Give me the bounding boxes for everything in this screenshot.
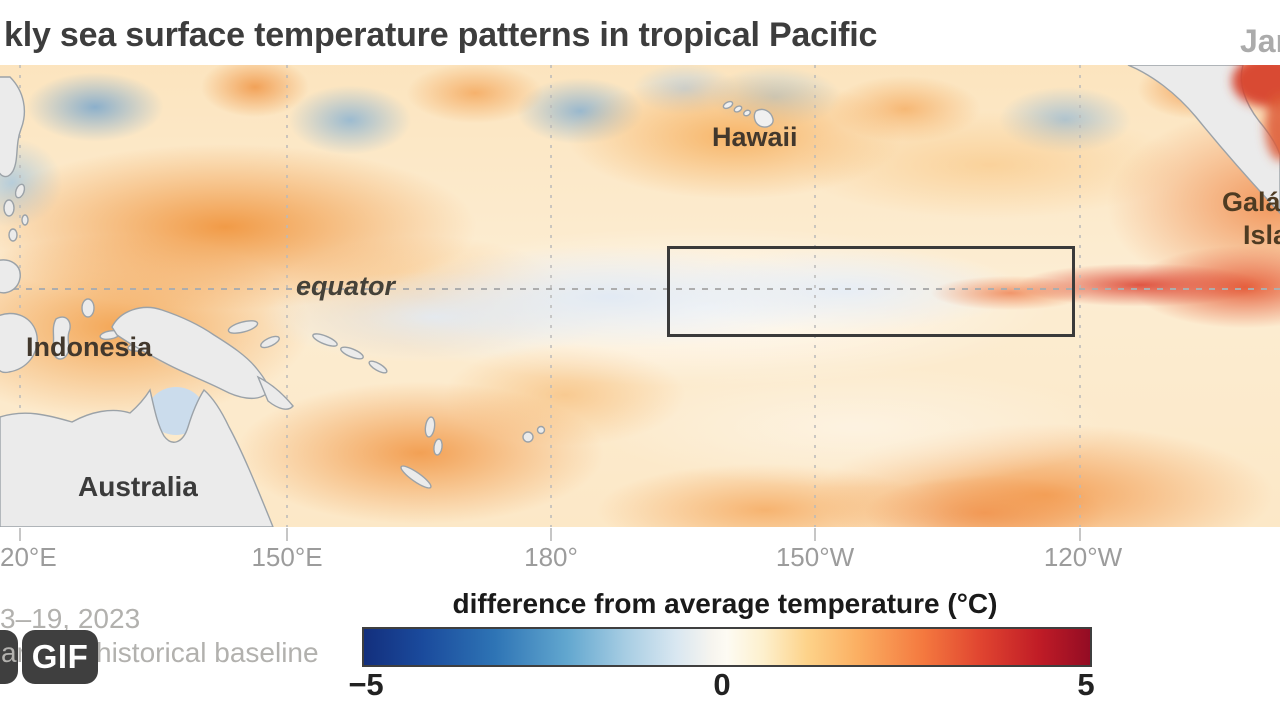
page-title: kly sea surface temperature patterns in …	[4, 16, 878, 54]
gridline-150w	[814, 65, 816, 527]
label-galapagos-line1: Galápagos	[1222, 187, 1280, 217]
gridline-180	[550, 65, 552, 527]
label-australia: Australia	[78, 471, 198, 502]
tick-label-120e: 20°E	[0, 542, 57, 572]
clipped-badge	[0, 630, 18, 684]
tick-150w	[814, 528, 816, 541]
gif-badge-label: GIF	[31, 638, 89, 675]
label-galapagos: Galápagos Islands	[1222, 186, 1280, 252]
colorbar-title: difference from average temperature (°C)	[452, 588, 998, 619]
nino34-region-outline	[667, 246, 1075, 337]
caption-baseline: historical baseline	[96, 637, 319, 668]
label-equator: equator	[296, 271, 396, 301]
colorbar-min-label: −5	[348, 667, 384, 702]
landmass-layer	[0, 65, 1280, 527]
tick-label-180: 180°	[524, 542, 578, 572]
tick-180	[550, 528, 552, 541]
gridline-120e	[19, 65, 21, 527]
colorbar-max-label: 5	[1077, 667, 1095, 702]
tick-120w	[1079, 528, 1081, 541]
gridline-150e	[286, 65, 288, 527]
colorbar-zero-label: 0	[713, 667, 731, 702]
label-hawaii: Hawaii	[712, 122, 798, 152]
date-fragment: Jan	[1240, 23, 1280, 59]
colorbar	[362, 627, 1092, 667]
tick-label-150w: 150°W	[775, 542, 855, 572]
gridline-120w	[1079, 65, 1081, 527]
equator-gridline	[0, 288, 1280, 290]
gif-badge[interactable]: GIF	[22, 630, 98, 684]
tick-label-120w: 120°W	[1043, 542, 1123, 572]
tick-150e	[286, 528, 288, 541]
label-galapagos-line2: Islands	[1243, 220, 1280, 250]
caption-date: 3–19, 2023	[0, 603, 141, 634]
tick-label-150e: 150°E	[251, 542, 323, 572]
label-indonesia: Indonesia	[26, 332, 153, 362]
tick-120e	[19, 528, 21, 541]
